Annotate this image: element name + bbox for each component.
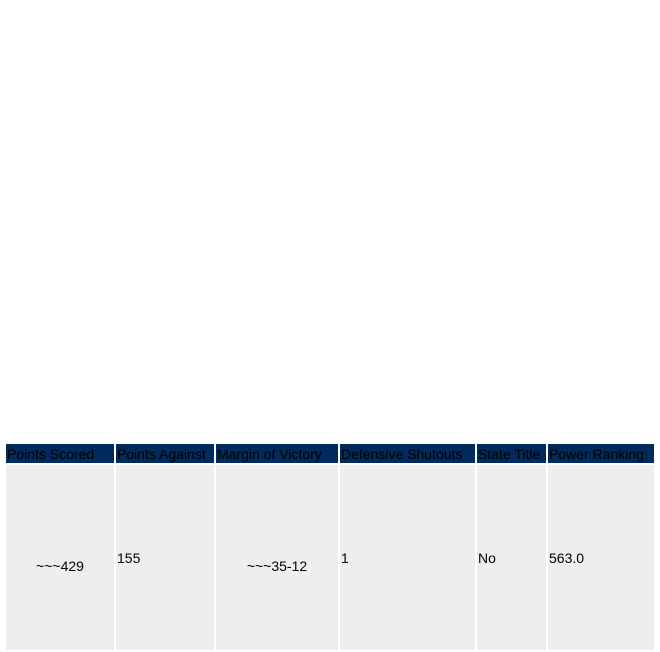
- header-cell: Margin of Victory: [216, 444, 338, 463]
- cell: 1: [340, 465, 475, 650]
- header-cell: State Title: [477, 444, 546, 463]
- header-cell: Points Scored: [6, 444, 114, 463]
- stats-table: Points Scored Points Against Margin of V…: [4, 442, 656, 652]
- header-cell: Defensive Shutouts: [340, 444, 475, 463]
- header-cell: Points Against: [116, 444, 214, 463]
- cell: ~~~429: [6, 465, 114, 650]
- cell: 155: [116, 465, 214, 650]
- data-row: ~~~429 155 ~~~35-12 1 No 563.0: [6, 465, 654, 650]
- cell: ~~~35-12: [216, 465, 338, 650]
- header-row: Points Scored Points Against Margin of V…: [6, 444, 654, 463]
- header-cell: Power Ranking: [548, 444, 654, 463]
- cell: No: [477, 465, 546, 650]
- cell: 563.0: [548, 465, 654, 650]
